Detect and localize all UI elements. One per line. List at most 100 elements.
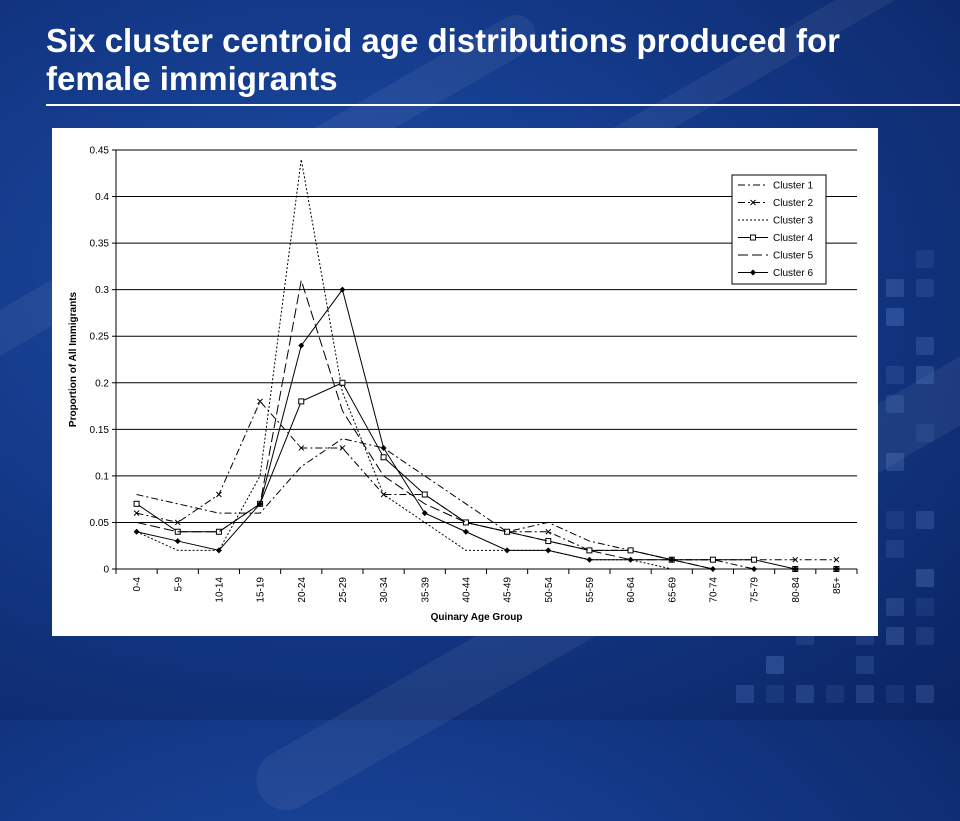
series-line [137, 439, 837, 569]
legend-marker [751, 235, 756, 240]
x-tick-label: 20-24 [297, 577, 308, 603]
background-tile [766, 685, 784, 703]
background-tile [916, 685, 934, 703]
background-tile [886, 627, 904, 645]
y-tick-label: 0.1 [95, 471, 109, 482]
x-tick-label: 45-49 [503, 577, 514, 603]
background-tile [886, 366, 904, 384]
background-tile [916, 250, 934, 268]
x-tick-label: 85+ [832, 577, 843, 594]
legend-label: Cluster 5 [773, 251, 813, 262]
y-tick-label: 0.15 [90, 425, 110, 436]
background-tile [916, 598, 934, 616]
legend-label: Cluster 6 [773, 268, 813, 279]
series-line [137, 401, 837, 559]
data-point [258, 399, 263, 404]
data-point [710, 566, 716, 572]
x-tick-label: 30-34 [379, 577, 390, 603]
y-tick-label: 0.05 [90, 518, 110, 529]
data-point [175, 538, 181, 544]
background-tile [886, 685, 904, 703]
line-chart: 0 0.05 0.1 0.15 0.2 0.25 0.3 0.35 0.4 0.45 0-4 5-9 1… [52, 128, 878, 636]
data-point [422, 510, 428, 516]
background-tile [856, 685, 874, 703]
data-point [134, 529, 140, 535]
x-tick-label: 70-74 [708, 577, 719, 603]
data-point [545, 547, 551, 553]
x-tick-label: 60-64 [626, 577, 637, 603]
background-tile [766, 656, 784, 674]
background-tile [886, 395, 904, 413]
data-point [463, 520, 468, 525]
x-tick-label: 35-39 [420, 577, 431, 603]
data-point [381, 455, 386, 460]
y-tick-label: 0.4 [95, 192, 109, 203]
data-point [422, 492, 427, 497]
background-tile [916, 279, 934, 297]
background-tile [916, 627, 934, 645]
background-tile [916, 511, 934, 529]
data-point [340, 380, 345, 385]
y-axis-label: Proportion of All Immigrants [68, 291, 79, 427]
x-tick-label: 55-59 [585, 577, 596, 603]
data-point [216, 492, 221, 497]
series-line [137, 159, 837, 569]
legend: Cluster 1 Cluster 2 Cluster 3 Cluster 4 Clus… [732, 175, 826, 284]
x-tick-label: 5-9 [173, 577, 184, 592]
x-tick-label: 15-19 [256, 577, 267, 603]
legend-label: Cluster 1 [773, 181, 813, 192]
background-tile [826, 685, 844, 703]
y-tick-label: 0.2 [95, 378, 109, 389]
x-tick-label: 65-69 [667, 577, 678, 603]
series-line [137, 280, 837, 569]
x-tick-label: 25-29 [338, 577, 349, 603]
x-tick-label: 80-84 [791, 577, 802, 603]
background-tile [886, 308, 904, 326]
background-tile [856, 656, 874, 674]
series-2 [134, 399, 839, 562]
legend-label: Cluster 3 [773, 216, 813, 227]
background-tile [736, 685, 754, 703]
background-tile [886, 540, 904, 558]
background-tile [886, 598, 904, 616]
data-point [628, 557, 634, 563]
data-point [134, 501, 139, 506]
x-tick-label: 0-4 [132, 577, 143, 592]
background-tile [916, 424, 934, 442]
y-tick-label: 0.3 [95, 285, 109, 296]
data-point [504, 547, 510, 553]
x-tick-label: 40-44 [461, 577, 472, 603]
y-tick-label: 0.25 [90, 332, 110, 343]
data-point [710, 557, 715, 562]
chart-panel: 0 0.05 0.1 0.15 0.2 0.25 0.3 0.35 0.4 0.45 0-4 5-9 1… [52, 128, 878, 636]
background-tile [916, 337, 934, 355]
background-tile [796, 685, 814, 703]
data-point [834, 557, 839, 562]
x-tick-label: 10-14 [214, 577, 225, 603]
x-axis-label: Quinary Age Group [431, 612, 523, 623]
data-point [463, 529, 469, 535]
slide-title: Six cluster centroid age distributions p… [46, 22, 926, 98]
title-divider [46, 104, 960, 106]
background-tile [886, 511, 904, 529]
series-5 [137, 280, 837, 569]
data-point [752, 557, 757, 562]
y-tick-label: 0.35 [90, 239, 110, 250]
data-point [628, 548, 633, 553]
x-tick-label: 50-54 [544, 577, 555, 603]
background-tile [886, 453, 904, 471]
legend-label: Cluster 4 [773, 233, 813, 244]
data-point [751, 566, 757, 572]
y-tick-label: 0.45 [90, 146, 110, 157]
background-tile [916, 366, 934, 384]
data-point [586, 557, 592, 563]
data-point [381, 445, 387, 451]
x-tick-label: 75-79 [750, 577, 761, 603]
legend-label: Cluster 2 [773, 198, 813, 209]
data-point [299, 399, 304, 404]
series-1 [137, 439, 837, 569]
series-3 [137, 159, 837, 569]
y-tick-label: 0 [103, 565, 109, 576]
background-tile [916, 569, 934, 587]
background-tile [886, 279, 904, 297]
